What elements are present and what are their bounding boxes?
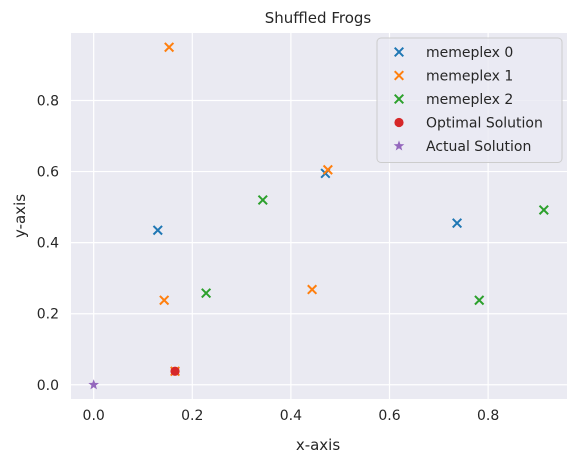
y-tick-labels: 0.0 0.2 0.4 0.6 0.8 [37,94,59,394]
legend-marker [393,140,405,151]
series-2-point [257,195,268,206]
legend-label: memeplex 2 [426,92,513,108]
x-axis-label: x-axis [296,436,341,454]
legend-label: memeplex 0 [426,45,513,61]
series-3-point [170,366,180,376]
x-tick-label: 0.0 [83,408,105,424]
series-0-point [152,225,163,236]
series-4-point [88,379,100,390]
legend-marker [393,93,405,105]
x-tick-label: 0.8 [477,408,499,424]
series-2-point [474,295,485,306]
series-1-point [159,295,170,306]
series-1-point [164,42,175,53]
legend-label: memeplex 1 [426,69,513,85]
x-tick-labels: 0.0 0.2 0.4 0.6 0.8 [83,408,500,424]
chart-title: Shuffled Frogs [265,9,372,27]
x-tick-label: 0.2 [181,408,203,424]
series-1-point [307,284,318,295]
legend-marker [394,117,404,128]
legend-marker [393,70,405,81]
series-2-point [538,204,549,215]
x-tick-label: 0.6 [378,408,400,424]
y-tick-label: 0.6 [37,165,59,181]
y-tick-label: 0.0 [37,378,59,394]
legend-box [376,37,563,163]
y-tick-label: 0.2 [37,307,59,323]
series-0-point [452,218,463,229]
y-axis-label: y-axis [11,194,29,238]
y-tick-label: 0.4 [37,236,59,252]
series-2-point [201,288,212,299]
legend-marker [393,46,405,58]
data-points [88,42,549,390]
legend-label: Actual Solution [426,139,531,155]
x-tick-label: 0.4 [280,408,302,424]
legend: memeplex 0 memeplex 1 memeplex 2 Optimal So… [376,37,563,163]
legend-label: Optimal Solution [426,116,543,132]
y-tick-label: 0.8 [37,94,59,110]
series-1-point [322,164,333,175]
